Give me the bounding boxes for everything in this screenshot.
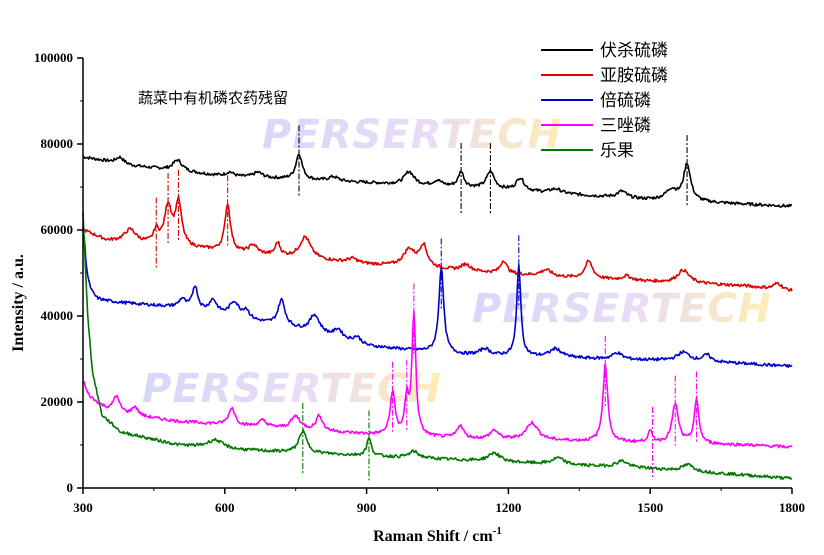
x-axis-title: Raman Shift / cm-1: [373, 525, 502, 545]
legend-label: 伏杀硫磷: [600, 41, 668, 61]
y-tick-label: 20000: [41, 394, 74, 409]
watermark: PERSERTECH: [142, 366, 442, 412]
x-tick-label: 300: [73, 500, 93, 515]
x-tick-label: 1200: [495, 500, 521, 515]
series-line: [82, 153, 793, 208]
x-tick-label: 900: [357, 500, 377, 515]
series-line: [82, 310, 793, 449]
y-tick-label: 40000: [41, 308, 74, 323]
x-tick-label: 1800: [779, 500, 805, 515]
watermark: PERSERTECH: [262, 112, 562, 158]
series-line: [82, 195, 793, 292]
legend-label: 三唑磷: [600, 116, 651, 136]
watermark-group: PERSERTECH PERSERTECH PERSERTECH: [142, 112, 771, 412]
y-tick-label: 60000: [41, 222, 74, 237]
x-axis-title-sup: -1: [493, 525, 502, 537]
x-tick-label: 1500: [637, 500, 663, 515]
series-line: [82, 230, 793, 368]
legend-label: 亚胺硫磷: [600, 66, 668, 86]
series-lines: [82, 153, 793, 480]
y-tick-label: 100000: [34, 50, 73, 65]
y-tick-label: 80000: [41, 136, 74, 151]
series-line: [82, 211, 792, 480]
x-axis-title-text: Raman Shift / cm: [373, 528, 493, 545]
x-tick-label: 600: [215, 500, 235, 515]
y-tick-label: 0: [67, 480, 74, 495]
y-axis-title: Intensity / a.u.: [10, 254, 27, 352]
chart-annotation: 蔬菜中有机磷农药残留: [138, 89, 288, 107]
ticks: 300 600 900 1200 1500 1800 0 20000 40000 60000 800…: [34, 50, 805, 515]
legend-label: 倍硫磷: [600, 91, 651, 111]
legend-label: 乐果: [600, 141, 634, 161]
